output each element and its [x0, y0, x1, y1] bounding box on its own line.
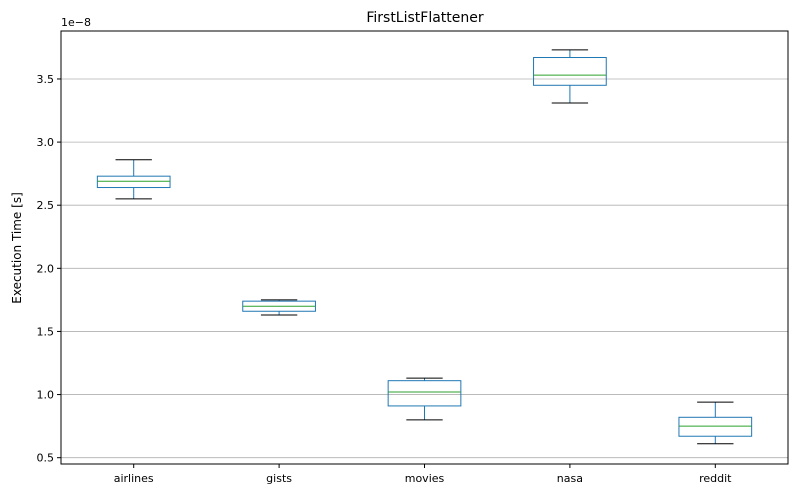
y-tick-label: 1.5	[37, 325, 55, 338]
grid-lines	[61, 78, 788, 459]
y-tick-label: 1.0	[37, 389, 55, 402]
box-reddit	[678, 401, 753, 445]
y-tick-label: 3.5	[37, 73, 55, 86]
x-tick-label: reddit	[699, 472, 732, 485]
box-iqr	[678, 416, 753, 437]
y-tick-label: 3.0	[37, 136, 55, 149]
box-movies	[387, 377, 462, 421]
x-tick-label: nasa	[557, 472, 583, 485]
box-iqr	[96, 175, 171, 189]
y-tick-label: 0.5	[37, 452, 55, 465]
box-iqr	[533, 57, 607, 86]
box-airlines	[96, 159, 171, 200]
box-gists	[242, 299, 316, 316]
axes: 0.5 1.0 1.5 2.0 2.5 3.0 3.5 airlines gists movies…	[37, 73, 733, 485]
box-nasa	[533, 49, 607, 104]
y-axis-scale-label: 1e−8	[61, 16, 91, 29]
box-iqr	[387, 380, 462, 407]
boxes	[96, 49, 753, 445]
y-tick-label: 2.0	[37, 262, 55, 275]
y-axis-label: Execution Time [s]	[10, 192, 24, 304]
x-tick-label: gists	[266, 472, 292, 485]
x-tick-label: airlines	[114, 472, 154, 485]
plot-frame	[60, 30, 789, 465]
x-tick-label: movies	[405, 472, 445, 485]
chart-title: FirstListFlattener	[366, 10, 484, 26]
y-tick-label: 2.5	[37, 199, 55, 212]
